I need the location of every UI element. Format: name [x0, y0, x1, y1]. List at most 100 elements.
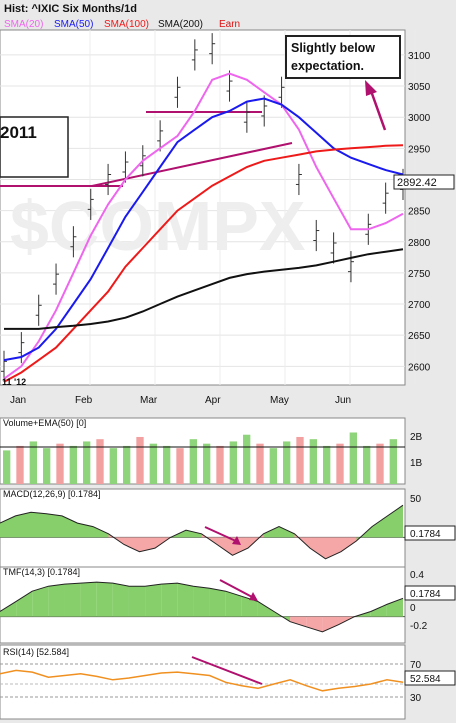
area-segment — [193, 586, 210, 617]
tmf-value: 0.1784 — [410, 589, 441, 600]
area-segment — [370, 604, 387, 617]
area-segment — [96, 582, 113, 617]
area-segment — [15, 512, 31, 538]
volume-bars — [3, 432, 397, 484]
price-x-axis: Jan Feb Mar Apr May Jun — [10, 395, 351, 406]
area-segment — [177, 583, 194, 617]
volume-bar — [3, 450, 11, 484]
rsi-value-box — [404, 670, 456, 686]
area-segment — [124, 537, 140, 552]
area-segment — [62, 515, 78, 538]
price-y-tick: 3100 — [408, 51, 431, 62]
price-y-tick: 2650 — [408, 331, 431, 342]
area-segment — [64, 583, 81, 617]
rsi-panel — [0, 644, 406, 720]
price-series-line — [4, 248, 404, 330]
area-segment — [32, 586, 49, 617]
price-y-tick: 2700 — [408, 300, 431, 311]
legend-sma100: SMA(100) — [104, 19, 149, 30]
volume-bar — [363, 445, 371, 484]
volume-bar — [309, 439, 317, 484]
area-segment — [145, 584, 162, 617]
price-y-tick: 2850 — [408, 207, 431, 218]
volume-label: Volume+EMA(50) [0] — [3, 418, 86, 428]
area-segment — [48, 584, 65, 617]
price-series-line — [3, 72, 404, 380]
volume-bar — [283, 441, 291, 484]
volume-bar — [29, 441, 37, 484]
area-segment — [80, 582, 97, 617]
tmf-tick-0-4: 0.4 — [410, 570, 424, 581]
volume-bar — [43, 448, 51, 484]
tmf-arrow-head — [249, 592, 258, 601]
tmf-tick-neg-0-2: -0.2 — [410, 621, 428, 632]
area-segment — [341, 537, 357, 552]
rsi-divergence-line — [191, 656, 263, 685]
price-y-axis: 2600265027002750280028502900295030003050… — [408, 51, 431, 373]
macd-histogram — [0, 504, 405, 560]
tmf-tick-0: 0 — [410, 603, 416, 614]
volume-bar — [69, 445, 77, 484]
rsi-tick-70: 70 — [410, 660, 422, 671]
rsi-tick-30: 30 — [410, 693, 422, 704]
volume-bar — [243, 434, 251, 484]
year-label: 2011 — [0, 123, 37, 142]
volume-bar — [56, 443, 64, 484]
price-y-tick: 2750 — [408, 269, 431, 280]
callout-line-1: Slightly below — [291, 41, 375, 55]
area-segment — [217, 537, 233, 556]
area-segment — [372, 515, 388, 538]
last-price-label: 2892.42 — [397, 177, 437, 189]
area-segment — [263, 526, 279, 538]
legend-sma200: SMA(200) — [158, 19, 203, 30]
callout-arrow-head — [365, 80, 377, 96]
tmf-divergence-arrow — [219, 579, 255, 599]
volume-bar — [256, 443, 264, 484]
volume-bar — [176, 448, 184, 484]
macd-arrow-head — [232, 536, 241, 545]
tmf-area — [0, 581, 405, 633]
callout-box — [285, 35, 401, 79]
volume-bar — [203, 443, 211, 484]
price-ma-lines — [3, 72, 404, 383]
area-segment — [128, 586, 146, 617]
area-segment — [225, 591, 242, 617]
macd-value-box — [404, 525, 456, 541]
area-segment — [209, 588, 226, 617]
rsi-polyline — [0, 669, 404, 692]
macd-tick-50: 50 — [410, 494, 422, 505]
price-candles — [1, 33, 406, 382]
volume-bar — [163, 445, 171, 484]
area-segment — [161, 583, 178, 617]
volume-bar — [149, 443, 157, 484]
year-label-box — [0, 116, 69, 178]
price-y-tick: 2950 — [408, 144, 431, 155]
area-segment — [0, 515, 16, 538]
price-y-tick: 2600 — [408, 362, 431, 373]
price-x-tick: Mar — [140, 395, 158, 406]
rsi-line — [0, 669, 404, 692]
area-segment — [325, 537, 341, 559]
price-x-tick: Jun — [335, 395, 351, 406]
header-legend: SMA(20) SMA(50) SMA(100) SMA(200) Earn — [4, 19, 240, 30]
volume-bar — [336, 443, 344, 484]
volume-tick-2b: 2B — [410, 432, 423, 443]
volume-bar — [349, 432, 357, 484]
area-segment — [77, 523, 93, 538]
area-segment — [241, 596, 258, 617]
callout-arrow-shaft — [368, 87, 387, 131]
volume-bar — [83, 441, 91, 484]
volume-bar — [136, 436, 144, 484]
area-segment — [112, 583, 129, 617]
legend-sma50: SMA(50) — [54, 19, 93, 30]
price-x-tick: May — [270, 395, 289, 406]
macd-divergence-arrow — [204, 526, 239, 543]
date-tag: 11 '12 — [2, 377, 26, 387]
area-segment — [279, 526, 295, 538]
tmf-value-box — [404, 585, 456, 601]
volume-bar — [123, 445, 131, 484]
legend-sma20: SMA(20) — [4, 19, 43, 30]
chart-title: Hist: ^IXIC Six Months/1d — [4, 3, 137, 15]
watermark: $COMPX — [10, 187, 306, 265]
